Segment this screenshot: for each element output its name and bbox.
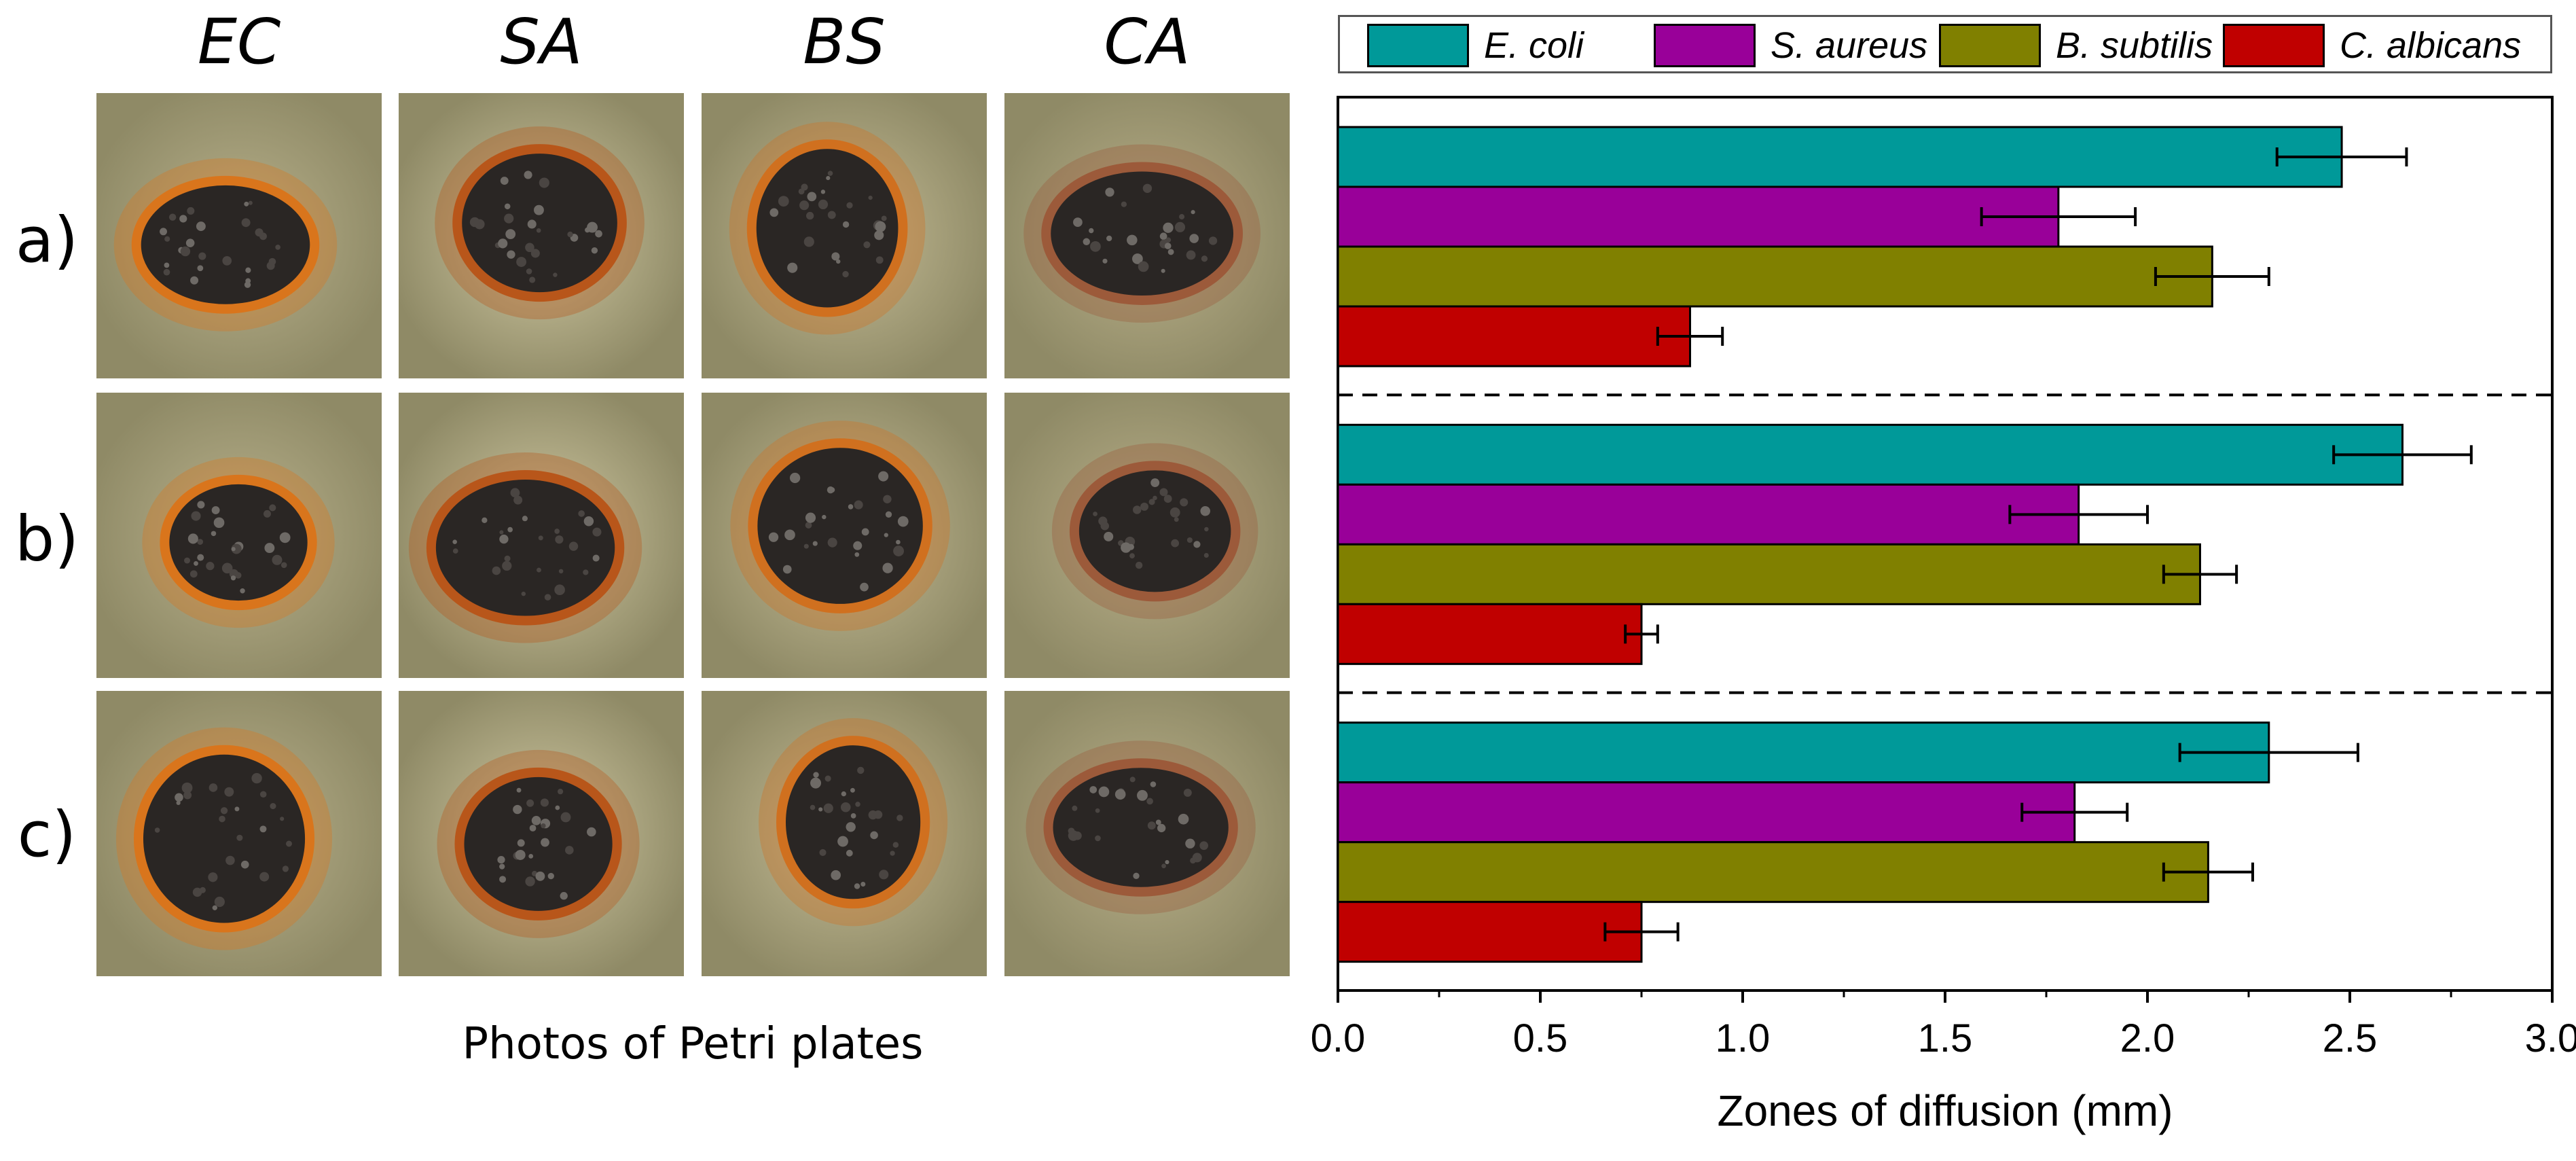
- bar-plot: 0.0 0.5 1.0 1.5 2.0 2.5 3.0: [1311, 96, 2576, 1060]
- petri-plate-c-bs: [702, 691, 987, 976]
- x-axis-label: Zones of diffusion (mm): [1717, 1086, 2173, 1135]
- bar-s-aureus-3: [1337, 781, 2076, 844]
- x-tick-label: 2.0: [2120, 1016, 2175, 1060]
- petri-plate-c-ca: [1004, 691, 1290, 976]
- petri-plate-c-ec: [96, 691, 382, 976]
- x-tick-label: 3.0: [2525, 1016, 2576, 1060]
- diffusion-zone-chart: E. coli S. aureus B. subtilis C. albican…: [1297, 0, 2576, 1161]
- bar-e-coli-1: [1337, 126, 2343, 188]
- legend-swatch-s-aureus: [1654, 24, 1756, 67]
- petri-plate-a-bs: [702, 93, 987, 378]
- legend-swatch-e-coli: [1367, 24, 1469, 67]
- bar-e-coli-3: [1337, 721, 2270, 784]
- bar-c-albicans-2: [1337, 603, 1643, 665]
- bar-b-subtilis-1: [1337, 245, 2213, 308]
- legend-label-b-subtilis: B. subtilis: [2056, 25, 2213, 66]
- x-tick-label: 0.0: [1311, 1016, 1366, 1060]
- x-tick-label: 0.5: [1513, 1016, 1568, 1060]
- column-header-ec: EC: [197, 5, 281, 78]
- photos-caption: Photos of Petri plates: [462, 1019, 924, 1069]
- petri-plate-c-sa: [399, 691, 684, 976]
- legend-label-e-coli: E. coli: [1484, 25, 1584, 66]
- petri-plate-b-sa: [399, 393, 684, 678]
- legend-label-c-albicans: C. albicans: [2340, 25, 2522, 66]
- row-label-c: c): [17, 798, 77, 871]
- row-label-a: a): [15, 204, 79, 276]
- petri-plate-b-bs: [702, 393, 987, 678]
- petri-plate-a-sa: [399, 93, 684, 378]
- bar-e-coli-2: [1337, 423, 2403, 486]
- row-label-b: b): [14, 503, 79, 575]
- column-header-sa: SA: [500, 5, 583, 78]
- petri-plate-a-ec: [96, 93, 382, 378]
- column-header-bs: BS: [803, 5, 886, 78]
- bar-s-aureus-2: [1337, 483, 2080, 546]
- x-tick-label: 1.5: [1918, 1016, 1973, 1060]
- x-tick-label: 2.5: [2323, 1016, 2378, 1060]
- petri-photo-panel: EC SA BS CA a) b) c) Photos of Petri pla…: [14, 5, 1290, 1069]
- legend-label-s-aureus: S. aureus: [1771, 25, 1928, 66]
- bar-b-subtilis-3: [1337, 841, 2209, 904]
- bar-s-aureus-1: [1337, 185, 2060, 248]
- petri-plate-b-ec: [96, 393, 382, 678]
- legend-swatch-c-albicans: [2223, 24, 2325, 67]
- chart-legend: E. coli S. aureus B. subtilis C. albican…: [1338, 15, 2552, 73]
- bar-c-albicans-3: [1337, 901, 1643, 963]
- petri-plate-a-ca: [1004, 93, 1290, 378]
- legend-swatch-b-subtilis: [1939, 24, 2041, 67]
- x-tick-label: 1.0: [1716, 1016, 1771, 1060]
- bar-c-albicans-1: [1337, 305, 1692, 368]
- petri-plate-b-ca: [1004, 393, 1290, 678]
- bar-b-subtilis-2: [1337, 543, 2201, 605]
- column-header-ca: CA: [1104, 5, 1191, 78]
